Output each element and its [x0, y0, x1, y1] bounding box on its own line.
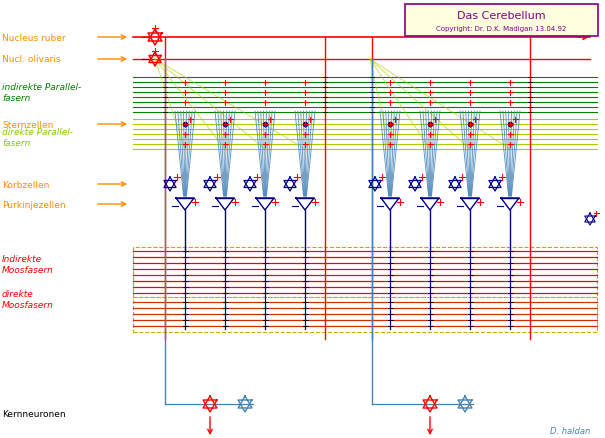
Text: Indirekte
Moosfasern: Indirekte Moosfasern: [2, 255, 54, 274]
Text: direkte Parallel-
fasern: direkte Parallel- fasern: [2, 128, 73, 147]
Text: Sternzellen: Sternzellen: [2, 120, 53, 129]
Text: D. haldan: D. haldan: [550, 427, 590, 435]
Text: Nucl. olivaris: Nucl. olivaris: [2, 55, 60, 64]
Text: Korbzellen: Korbzellen: [2, 180, 50, 189]
Text: Nucleus ruber: Nucleus ruber: [2, 33, 65, 42]
Text: direkte
Moosfasern: direkte Moosfasern: [2, 290, 54, 309]
Text: Kernneuronen: Kernneuronen: [2, 410, 65, 419]
Text: Das Cerebellum: Das Cerebellum: [457, 11, 546, 21]
Text: indirekte Parallel-
fasern: indirekte Parallel- fasern: [2, 83, 81, 102]
Bar: [133, 247, 597, 297]
Bar: [133, 297, 597, 332]
Bar: [405, 5, 598, 37]
Text: Copyright: Dr. D.K. Madigan 13.04.92: Copyright: Dr. D.K. Madigan 13.04.92: [436, 26, 567, 32]
Text: Purkinjezellen: Purkinjezellen: [2, 200, 65, 209]
